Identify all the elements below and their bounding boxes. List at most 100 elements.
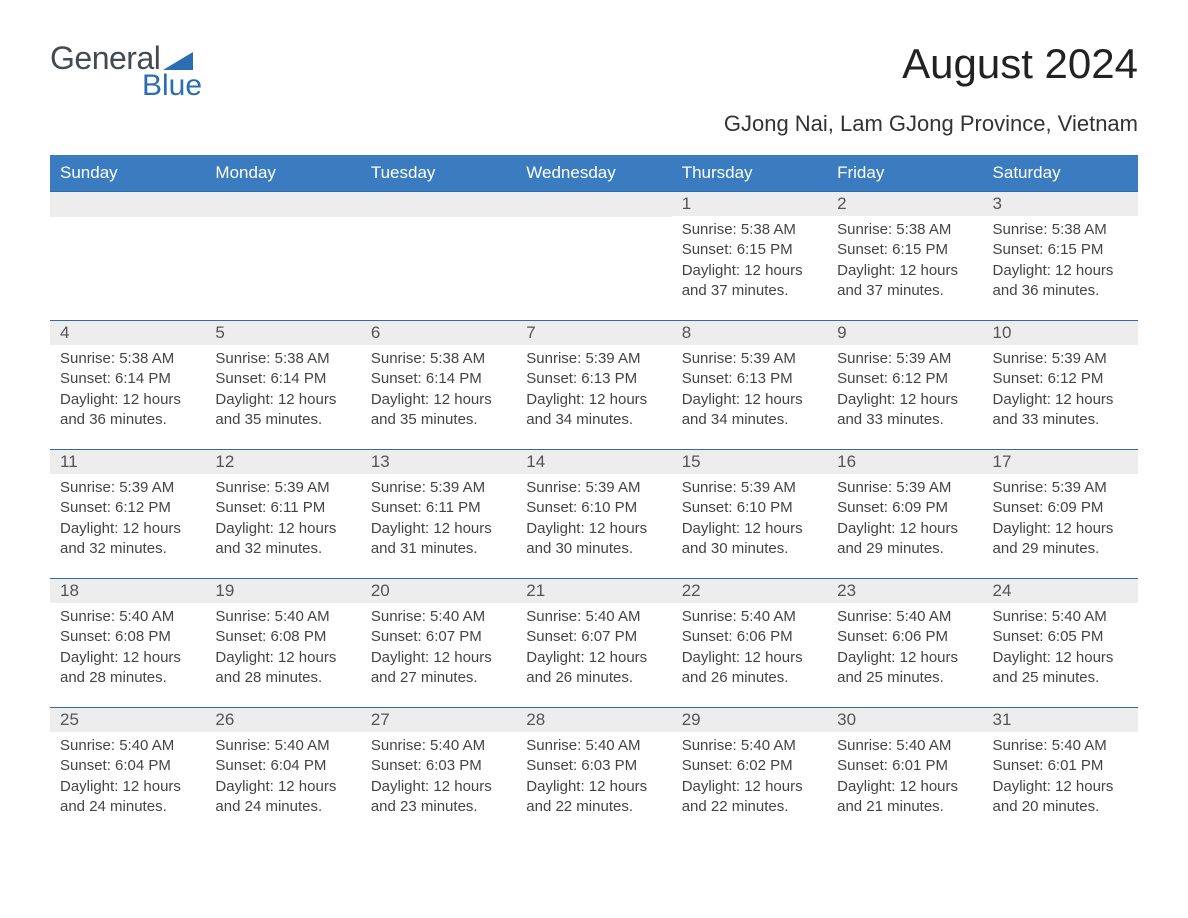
day-number: 2 xyxy=(827,192,982,216)
calendar-day-cell: 27Sunrise: 5:40 AMSunset: 6:03 PMDayligh… xyxy=(361,708,516,836)
day-details: Sunrise: 5:39 AMSunset: 6:09 PMDaylight:… xyxy=(827,474,982,567)
calendar-week: 18Sunrise: 5:40 AMSunset: 6:08 PMDayligh… xyxy=(50,578,1138,707)
day-details: Sunrise: 5:40 AMSunset: 6:01 PMDaylight:… xyxy=(983,732,1138,825)
day-details: Sunrise: 5:39 AMSunset: 6:10 PMDaylight:… xyxy=(516,474,671,567)
sunset-text: Sunset: 6:06 PM xyxy=(682,627,817,647)
daylight-text: Daylight: 12 hours and 23 minutes. xyxy=(371,777,506,818)
weekday-header: Saturday xyxy=(983,155,1138,191)
calendar-day-cell: 20Sunrise: 5:40 AMSunset: 6:07 PMDayligh… xyxy=(361,579,516,707)
day-number: 6 xyxy=(361,321,516,345)
sunset-text: Sunset: 6:08 PM xyxy=(215,627,350,647)
sunset-text: Sunset: 6:10 PM xyxy=(526,498,661,518)
sunset-text: Sunset: 6:15 PM xyxy=(993,240,1128,260)
calendar-day-cell: 18Sunrise: 5:40 AMSunset: 6:08 PMDayligh… xyxy=(50,579,205,707)
day-number: 30 xyxy=(827,708,982,732)
sunset-text: Sunset: 6:03 PM xyxy=(526,756,661,776)
day-details: Sunrise: 5:38 AMSunset: 6:15 PMDaylight:… xyxy=(672,216,827,309)
day-details: Sunrise: 5:38 AMSunset: 6:15 PMDaylight:… xyxy=(827,216,982,309)
day-number: 14 xyxy=(516,450,671,474)
daylight-text: Daylight: 12 hours and 31 minutes. xyxy=(371,519,506,560)
sunrise-text: Sunrise: 5:40 AM xyxy=(371,607,506,627)
sunset-text: Sunset: 6:13 PM xyxy=(682,369,817,389)
sunset-text: Sunset: 6:02 PM xyxy=(682,756,817,776)
day-details: Sunrise: 5:39 AMSunset: 6:11 PMDaylight:… xyxy=(205,474,360,567)
calendar-day-cell: 5Sunrise: 5:38 AMSunset: 6:14 PMDaylight… xyxy=(205,321,360,449)
sunset-text: Sunset: 6:11 PM xyxy=(215,498,350,518)
day-number: 27 xyxy=(361,708,516,732)
sunset-text: Sunset: 6:04 PM xyxy=(215,756,350,776)
daylight-text: Daylight: 12 hours and 32 minutes. xyxy=(215,519,350,560)
sunrise-text: Sunrise: 5:40 AM xyxy=(215,736,350,756)
sunrise-text: Sunrise: 5:40 AM xyxy=(215,607,350,627)
day-details: Sunrise: 5:40 AMSunset: 6:01 PMDaylight:… xyxy=(827,732,982,825)
day-details: Sunrise: 5:40 AMSunset: 6:06 PMDaylight:… xyxy=(827,603,982,696)
calendar-day-cell: 2Sunrise: 5:38 AMSunset: 6:15 PMDaylight… xyxy=(827,192,982,320)
sunset-text: Sunset: 6:01 PM xyxy=(993,756,1128,776)
daylight-text: Daylight: 12 hours and 37 minutes. xyxy=(837,261,972,302)
day-details: Sunrise: 5:39 AMSunset: 6:10 PMDaylight:… xyxy=(672,474,827,567)
sunset-text: Sunset: 6:11 PM xyxy=(371,498,506,518)
day-details: Sunrise: 5:40 AMSunset: 6:06 PMDaylight:… xyxy=(672,603,827,696)
header: General Blue August 2024 xyxy=(50,40,1138,103)
calendar-day-cell: 1Sunrise: 5:38 AMSunset: 6:15 PMDaylight… xyxy=(672,192,827,320)
calendar-day-cell: 31Sunrise: 5:40 AMSunset: 6:01 PMDayligh… xyxy=(983,708,1138,836)
sunrise-text: Sunrise: 5:39 AM xyxy=(526,349,661,369)
daylight-text: Daylight: 12 hours and 33 minutes. xyxy=(993,390,1128,431)
sunrise-text: Sunrise: 5:38 AM xyxy=(837,220,972,240)
day-number: 10 xyxy=(983,321,1138,345)
day-number: 3 xyxy=(983,192,1138,216)
sunset-text: Sunset: 6:13 PM xyxy=(526,369,661,389)
day-number: 24 xyxy=(983,579,1138,603)
sunrise-text: Sunrise: 5:39 AM xyxy=(526,478,661,498)
sunset-text: Sunset: 6:12 PM xyxy=(837,369,972,389)
page-title: August 2024 xyxy=(902,40,1138,88)
sunrise-text: Sunrise: 5:40 AM xyxy=(682,736,817,756)
day-number: 13 xyxy=(361,450,516,474)
day-details: Sunrise: 5:40 AMSunset: 6:04 PMDaylight:… xyxy=(50,732,205,825)
day-details: Sunrise: 5:40 AMSunset: 6:07 PMDaylight:… xyxy=(516,603,671,696)
calendar-day-cell: 8Sunrise: 5:39 AMSunset: 6:13 PMDaylight… xyxy=(672,321,827,449)
sunrise-text: Sunrise: 5:40 AM xyxy=(60,736,195,756)
day-details: Sunrise: 5:38 AMSunset: 6:14 PMDaylight:… xyxy=(361,345,516,438)
calendar-day-cell: 28Sunrise: 5:40 AMSunset: 6:03 PMDayligh… xyxy=(516,708,671,836)
calendar-day-cell: 11Sunrise: 5:39 AMSunset: 6:12 PMDayligh… xyxy=(50,450,205,578)
day-number: 31 xyxy=(983,708,1138,732)
daylight-text: Daylight: 12 hours and 36 minutes. xyxy=(993,261,1128,302)
day-number: 1 xyxy=(672,192,827,216)
day-number: 7 xyxy=(516,321,671,345)
calendar-day-cell xyxy=(205,192,360,320)
calendar-week: 4Sunrise: 5:38 AMSunset: 6:14 PMDaylight… xyxy=(50,320,1138,449)
daylight-text: Daylight: 12 hours and 24 minutes. xyxy=(215,777,350,818)
day-details: Sunrise: 5:38 AMSunset: 6:14 PMDaylight:… xyxy=(205,345,360,438)
weekday-header: Monday xyxy=(205,155,360,191)
day-details: Sunrise: 5:39 AMSunset: 6:09 PMDaylight:… xyxy=(983,474,1138,567)
brand-triangle-icon xyxy=(163,48,193,70)
sunrise-text: Sunrise: 5:38 AM xyxy=(682,220,817,240)
calendar-day-cell: 24Sunrise: 5:40 AMSunset: 6:05 PMDayligh… xyxy=(983,579,1138,707)
day-details: Sunrise: 5:39 AMSunset: 6:12 PMDaylight:… xyxy=(50,474,205,567)
sunset-text: Sunset: 6:14 PM xyxy=(60,369,195,389)
daylight-text: Daylight: 12 hours and 21 minutes. xyxy=(837,777,972,818)
daylight-text: Daylight: 12 hours and 33 minutes. xyxy=(837,390,972,431)
sunset-text: Sunset: 6:12 PM xyxy=(993,369,1128,389)
calendar-day-cell: 19Sunrise: 5:40 AMSunset: 6:08 PMDayligh… xyxy=(205,579,360,707)
sunrise-text: Sunrise: 5:40 AM xyxy=(682,607,817,627)
day-number: 26 xyxy=(205,708,360,732)
day-number: 20 xyxy=(361,579,516,603)
daylight-text: Daylight: 12 hours and 34 minutes. xyxy=(526,390,661,431)
day-number: 19 xyxy=(205,579,360,603)
calendar: SundayMondayTuesdayWednesdayThursdayFrid… xyxy=(50,155,1138,836)
day-number: 15 xyxy=(672,450,827,474)
sunrise-text: Sunrise: 5:40 AM xyxy=(371,736,506,756)
daylight-text: Daylight: 12 hours and 22 minutes. xyxy=(682,777,817,818)
daylight-text: Daylight: 12 hours and 34 minutes. xyxy=(682,390,817,431)
daylight-text: Daylight: 12 hours and 25 minutes. xyxy=(993,648,1128,689)
calendar-day-cell: 6Sunrise: 5:38 AMSunset: 6:14 PMDaylight… xyxy=(361,321,516,449)
weekday-header: Thursday xyxy=(672,155,827,191)
day-number: 22 xyxy=(672,579,827,603)
sunset-text: Sunset: 6:15 PM xyxy=(682,240,817,260)
sunrise-text: Sunrise: 5:40 AM xyxy=(837,736,972,756)
day-details: Sunrise: 5:39 AMSunset: 6:12 PMDaylight:… xyxy=(983,345,1138,438)
sunset-text: Sunset: 6:07 PM xyxy=(371,627,506,647)
day-details: Sunrise: 5:39 AMSunset: 6:13 PMDaylight:… xyxy=(516,345,671,438)
